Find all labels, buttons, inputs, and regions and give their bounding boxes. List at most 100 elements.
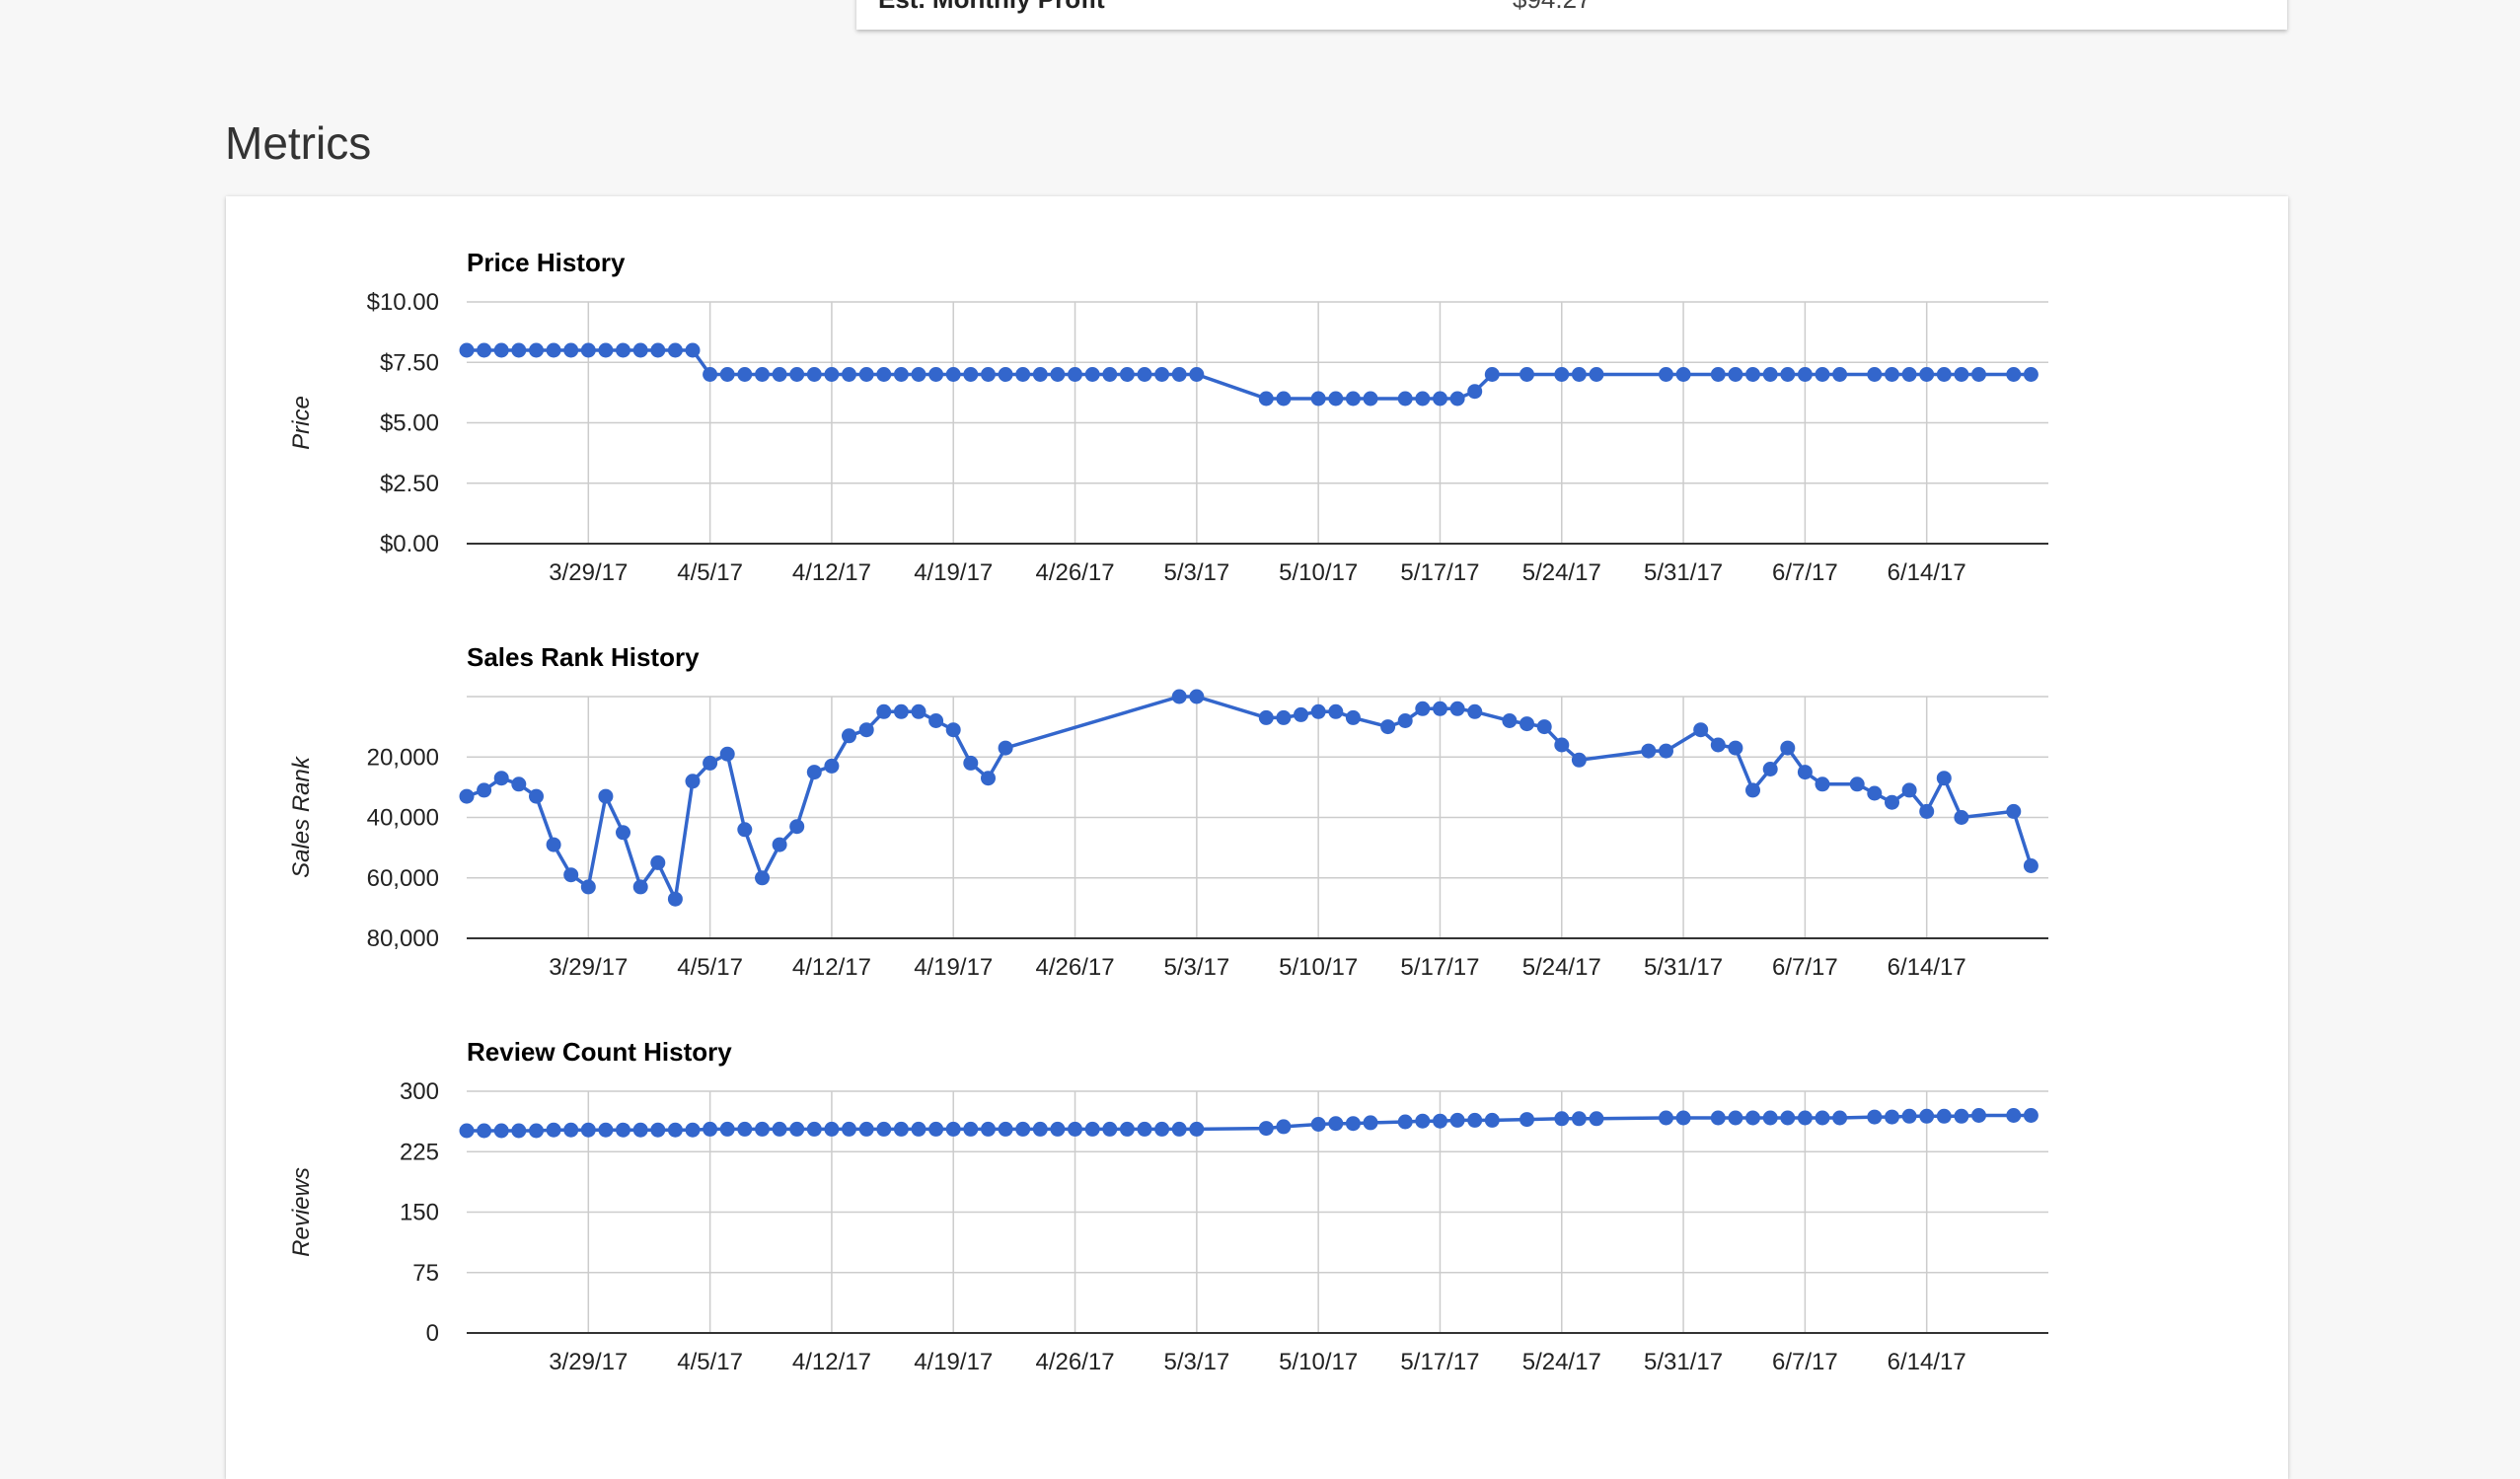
x-tick-label: 4/19/17 [914, 1349, 993, 1375]
y-tick-label: 150 [400, 1200, 439, 1226]
data-point [893, 703, 909, 719]
chart-title: Sales Rank History [467, 642, 700, 672]
x-tick-label: 5/17/17 [1400, 1349, 1479, 1375]
data-point [1310, 391, 1326, 407]
data-point [1571, 367, 1587, 382]
data-point [1294, 706, 1308, 722]
data-point [1276, 391, 1292, 407]
data-point [616, 825, 630, 841]
data-point [1919, 803, 1935, 819]
data-point [755, 367, 770, 382]
data-point [1433, 701, 1447, 716]
data-point [824, 758, 840, 774]
data-point [477, 1123, 492, 1139]
data-point [876, 1121, 892, 1137]
data-point [1815, 1110, 1830, 1126]
x-tick-label: 3/29/17 [549, 1349, 628, 1375]
data-point [1762, 1110, 1778, 1126]
x-tick-label: 4/5/17 [677, 1349, 743, 1375]
y-tick-label: $7.50 [380, 349, 439, 376]
data-point [1954, 367, 1969, 382]
data-point [2006, 803, 2022, 819]
data-point [1397, 713, 1413, 728]
data-point [1710, 367, 1726, 382]
data-point [1310, 1117, 1326, 1132]
x-tick-label: 4/12/17 [792, 559, 871, 586]
data-point [1815, 367, 1830, 382]
data-point [719, 746, 735, 762]
data-point [685, 1122, 701, 1138]
data-point [1571, 1111, 1587, 1127]
data-point [1449, 701, 1465, 716]
y-axis-label: Reviews [288, 1167, 315, 1257]
metrics-card: Price History Price $0.00 $2.50 $5.00 $7.50 $1… [226, 196, 2288, 1479]
y-tick-label: 60,000 [367, 865, 439, 892]
data-point [1363, 391, 1378, 407]
data-point [981, 771, 996, 786]
data-point [1310, 703, 1326, 719]
data-point [1484, 367, 1500, 382]
x-tick-label: 4/5/17 [677, 954, 743, 981]
data-point [1258, 391, 1274, 407]
data-point [928, 1121, 944, 1137]
data-point [598, 342, 614, 358]
x-tick-label: 4/26/17 [1035, 1349, 1114, 1375]
data-point [842, 728, 856, 744]
chart-title: Review Count History [467, 1037, 732, 1067]
data-point [1728, 740, 1743, 756]
data-point [1380, 719, 1396, 735]
data-point [911, 1121, 926, 1137]
data-point [893, 367, 909, 382]
data-point [1415, 1113, 1431, 1129]
y-tick-label: 0 [426, 1320, 439, 1347]
data-point [1189, 689, 1205, 704]
x-tick-label: 5/3/17 [1163, 559, 1229, 586]
data-point [1102, 1121, 1118, 1137]
x-tick-label: 5/3/17 [1163, 954, 1229, 981]
data-point [842, 1121, 856, 1137]
y-tick-label: $2.50 [380, 471, 439, 497]
data-point [1901, 1108, 1917, 1124]
y-tick-label: $10.00 [367, 289, 439, 316]
data-point [1345, 1116, 1361, 1132]
data-point [1519, 367, 1534, 382]
x-tick-label: 5/31/17 [1644, 954, 1723, 981]
data-point [737, 1121, 753, 1137]
y-tick-label: 300 [400, 1078, 439, 1105]
data-point [1068, 367, 1082, 382]
data-point [1919, 1108, 1935, 1124]
y-axis-label: Sales Rank [288, 755, 315, 878]
data-point [876, 367, 892, 382]
y-axis-label: Price [288, 396, 315, 450]
data-point [755, 1121, 770, 1137]
data-point [719, 1121, 735, 1137]
data-point [1050, 1121, 1066, 1137]
data-point [842, 367, 856, 382]
x-tick-label: 6/7/17 [1772, 954, 1838, 981]
data-point [1797, 367, 1813, 382]
data-point [1745, 782, 1760, 798]
data-point [1102, 367, 1118, 382]
data-point [1971, 1108, 1986, 1123]
data-point [963, 1121, 979, 1137]
data-point [1189, 367, 1205, 382]
y-tick-label: 75 [412, 1260, 439, 1287]
data-point [459, 342, 475, 358]
data-point [1415, 701, 1431, 716]
data-point [1815, 776, 1830, 792]
x-tick-label: 5/10/17 [1279, 559, 1358, 586]
data-point [1901, 782, 1917, 798]
data-point [1710, 737, 1726, 753]
data-point [928, 367, 944, 382]
x-tick-label: 6/14/17 [1888, 1349, 1966, 1375]
data-point [876, 703, 892, 719]
data-point [911, 367, 926, 382]
x-tick-label: 3/29/17 [549, 559, 628, 586]
data-point [1867, 1109, 1883, 1125]
data-point [511, 1123, 527, 1139]
data-point [580, 879, 596, 895]
data-point [1015, 367, 1031, 382]
x-tick-label: 4/12/17 [792, 1349, 871, 1375]
data-point [459, 788, 475, 804]
x-tick-label: 5/24/17 [1522, 954, 1601, 981]
